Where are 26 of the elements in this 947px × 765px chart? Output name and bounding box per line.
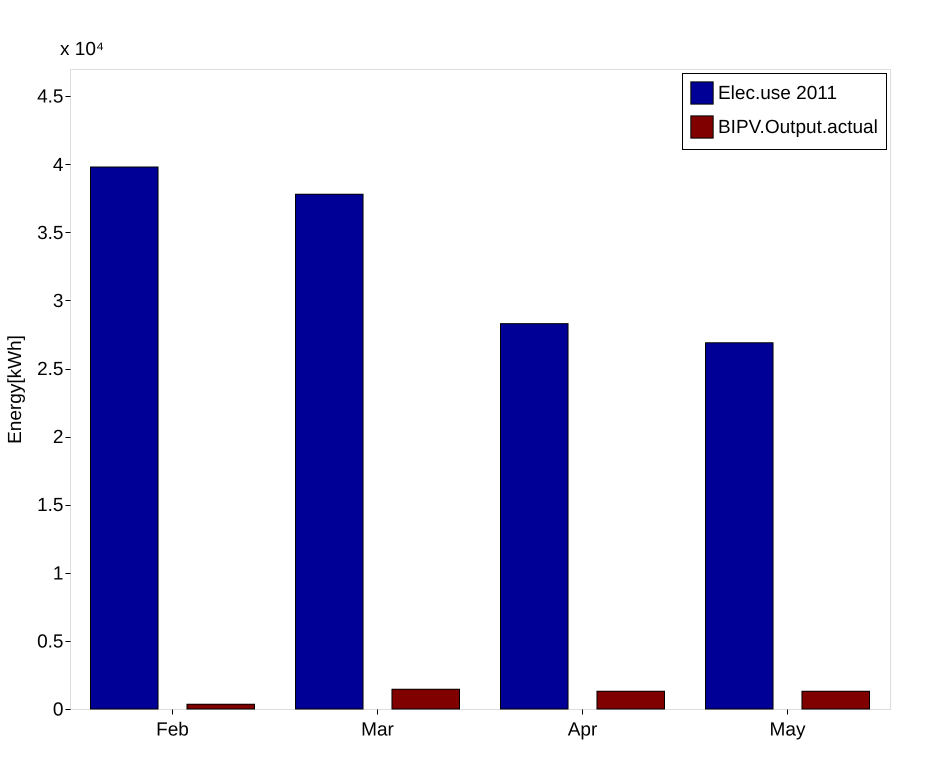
y-tick-label: 3 bbox=[52, 290, 64, 312]
bar bbox=[295, 194, 364, 710]
bar bbox=[391, 688, 460, 710]
bar bbox=[186, 704, 255, 710]
y-tick-label: 4 bbox=[52, 154, 64, 176]
y-tick-label: 4.5 bbox=[37, 86, 64, 108]
bar bbox=[500, 323, 569, 710]
bar bbox=[801, 690, 870, 710]
legend-label: Elec.use 2011 bbox=[718, 83, 838, 104]
x-tick-label: Mar bbox=[361, 720, 395, 740]
x-tick-label: Feb bbox=[156, 720, 189, 740]
x-tick-label: Apr bbox=[568, 720, 598, 740]
y-tick-label: 1.5 bbox=[37, 495, 64, 516]
y-tick-label: 1 bbox=[52, 563, 64, 584]
y-axis-title: Energy[kWh] bbox=[5, 335, 26, 444]
legend-label: BIPV.Output.actual bbox=[718, 117, 878, 138]
x-tick-label: May bbox=[770, 720, 806, 740]
y-tick-label: 2.5 bbox=[37, 359, 64, 380]
y-tick-label: 0.5 bbox=[37, 631, 64, 652]
y-tick-label: 0 bbox=[52, 700, 64, 720]
bar bbox=[596, 690, 665, 710]
bar bbox=[90, 166, 159, 710]
text: x 10⁴ bbox=[60, 39, 104, 60]
y-tick-label: 2 bbox=[52, 427, 64, 448]
bar bbox=[705, 342, 774, 710]
y-tick-label: 3.5 bbox=[37, 222, 64, 244]
